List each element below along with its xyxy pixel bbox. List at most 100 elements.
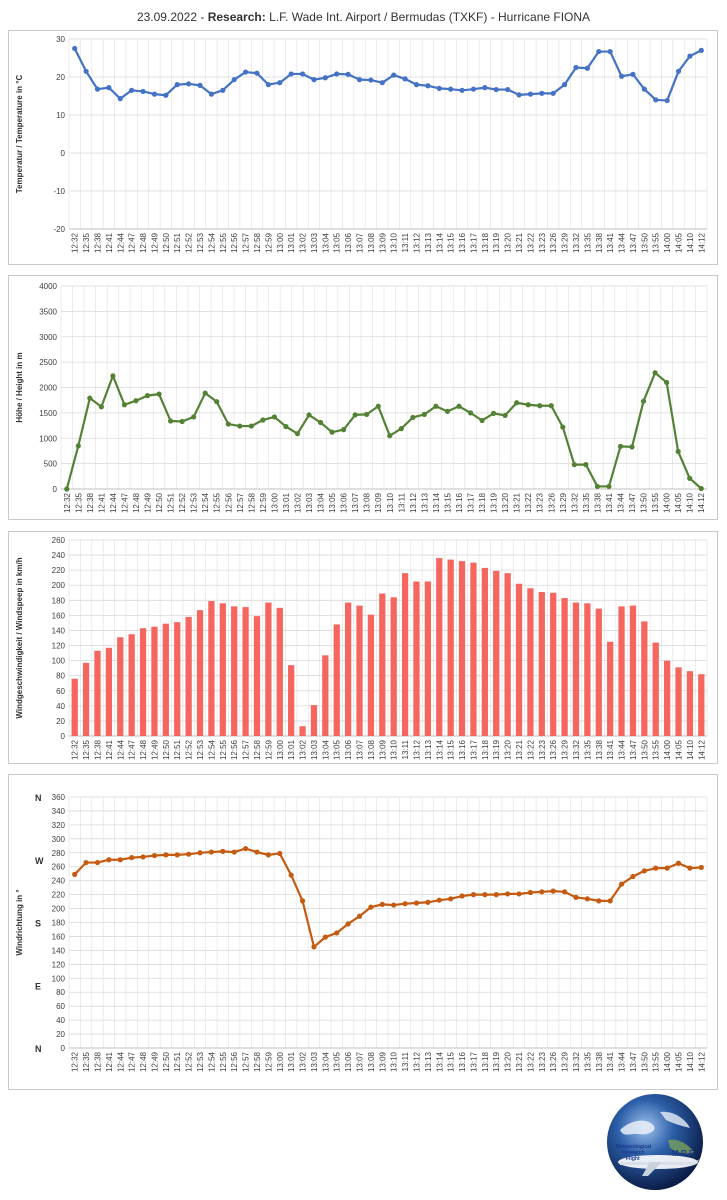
windspeed-xtick-label: 12:32 <box>71 739 80 760</box>
height-point <box>179 418 185 425</box>
windspeed-bar <box>344 602 352 736</box>
temperature-xtick-label: 12:58 <box>253 232 262 253</box>
height-point <box>294 431 301 437</box>
temperature-xtick-label: 13:38 <box>595 232 604 253</box>
winddirection-ytick-label: 260 <box>52 863 66 872</box>
height-xtick-label: 13:14 <box>432 492 441 513</box>
winddirection-point <box>356 913 363 919</box>
logo-line3: Flight <box>626 1156 640 1162</box>
winddirection-ytick-label: 220 <box>52 891 66 900</box>
windspeed-xtick-label: 12:52 <box>185 739 194 760</box>
winddirection-compass-label: S <box>35 919 41 929</box>
winddirection-point <box>630 873 636 880</box>
winddirection-xtick-label: 12:57 <box>242 1051 251 1072</box>
height-point <box>283 423 289 430</box>
temperature-point <box>584 65 590 71</box>
temperature-xtick-label: 13:03 <box>310 232 319 253</box>
windspeed-bar <box>299 726 306 736</box>
height-xtick-label: 13:11 <box>397 492 406 512</box>
temperature-point <box>197 82 203 88</box>
temperature-xtick-label: 12:57 <box>242 232 251 253</box>
winddirection-xtick-label: 13:14 <box>435 1051 444 1072</box>
windspeed-bar <box>94 650 101 736</box>
windspeed-bar <box>276 607 283 736</box>
title-bold: Research: <box>207 10 266 24</box>
temperature-point <box>151 91 158 97</box>
height-point <box>225 421 231 427</box>
temperature-point <box>630 71 636 77</box>
windspeed-bar <box>481 567 488 736</box>
temperature-point <box>516 92 522 98</box>
windspeed-bar <box>379 593 386 736</box>
windspeed-bar <box>698 674 705 736</box>
temperature-xtick-label: 13:21 <box>515 232 524 253</box>
height-xtick-label: 13:01 <box>282 492 291 513</box>
temperature-point <box>299 71 306 77</box>
winddirection-xtick-label: 12:50 <box>162 1051 171 1072</box>
logo-line2: Research <box>622 1150 645 1156</box>
temperature-point <box>356 77 363 83</box>
windspeed-bar <box>185 616 192 736</box>
windspeed-xtick-label: 13:21 <box>515 739 524 760</box>
height-y-axis-label: Höhe / Height in m <box>15 352 24 422</box>
temperature-point <box>174 82 180 88</box>
windspeed-xtick-label: 13:03 <box>310 739 319 760</box>
height-point <box>629 444 635 450</box>
winddirection-ytick-label: 20 <box>56 1030 65 1039</box>
windspeed-ytick-label: 140 <box>52 626 66 635</box>
winddirection-xtick-label: 12:48 <box>139 1051 148 1072</box>
winddirection-xtick-label: 13:06 <box>344 1051 353 1072</box>
temperature-point <box>641 86 647 92</box>
windspeed-xtick-label: 14:12 <box>697 739 706 760</box>
temperature-y-axis-label: Temperatur / Temperature in °C <box>15 75 24 194</box>
windspeed-ytick-label: 160 <box>52 611 66 620</box>
height-chart: 0 500 1000 1500 2000 2500 3000 3500 4000 12:32 12:… <box>8 275 718 520</box>
height-point <box>687 475 693 481</box>
temperature-point <box>345 71 351 77</box>
windspeed-bar <box>71 678 78 736</box>
windspeed-xtick-label: 13:14 <box>435 739 444 760</box>
winddirection-point <box>664 865 670 871</box>
windspeed-xtick-label: 13:29 <box>561 739 570 760</box>
windspeed-bar <box>174 622 181 736</box>
windspeed-bar <box>629 605 637 736</box>
height-ytick-label: 2000 <box>39 384 57 393</box>
temperature-point <box>664 97 670 104</box>
winddirection-point <box>459 893 465 899</box>
winddirection-point <box>299 898 306 904</box>
height-point <box>444 408 451 414</box>
winddirection-xtick-label: 13:01 <box>287 1051 296 1072</box>
winddirection-xtick-label: 14:00 <box>663 1051 672 1072</box>
windspeed-xtick-label: 12:35 <box>82 739 91 760</box>
height-point <box>537 403 543 409</box>
temperature-xtick-label: 12:35 <box>82 232 91 253</box>
windspeed-ytick-label: 200 <box>52 581 66 590</box>
winddirection-xtick-label: 13:23 <box>538 1051 547 1072</box>
temperature-point <box>687 53 693 59</box>
height-xtick-label: 13:41 <box>605 492 614 513</box>
windspeed-xtick-label: 13:13 <box>424 739 433 760</box>
temperature-xtick-label: 12:51 <box>173 232 182 253</box>
temperature-point <box>140 88 146 95</box>
winddirection-xtick-label: 13:07 <box>356 1051 365 1072</box>
windspeed-bar <box>139 628 147 736</box>
winddirection-point <box>334 930 340 936</box>
windspeed-bar <box>242 607 249 736</box>
temperature-xtick-label: 13:55 <box>652 232 661 253</box>
temperature-xtick-label: 13:26 <box>549 232 558 253</box>
temperature-point <box>470 86 477 92</box>
height-xtick-label: 13:00 <box>270 492 279 513</box>
height-point <box>640 398 647 404</box>
temperature-point <box>311 77 317 83</box>
height-xtick-label: 13:06 <box>340 492 349 513</box>
height-xtick-label: 13:55 <box>651 492 660 513</box>
windspeed-xtick-label: 13:20 <box>504 739 513 760</box>
winddirection-xtick-label: 13:04 <box>321 1051 330 1072</box>
winddirection-point <box>493 892 499 898</box>
winddirection-xtick-label: 12:55 <box>219 1051 228 1072</box>
temperature-xtick-label: 13:29 <box>561 232 570 253</box>
temperature-point <box>459 87 465 93</box>
temperature-point <box>505 86 511 93</box>
windspeed-bar <box>504 573 511 736</box>
winddirection-point <box>596 898 602 904</box>
